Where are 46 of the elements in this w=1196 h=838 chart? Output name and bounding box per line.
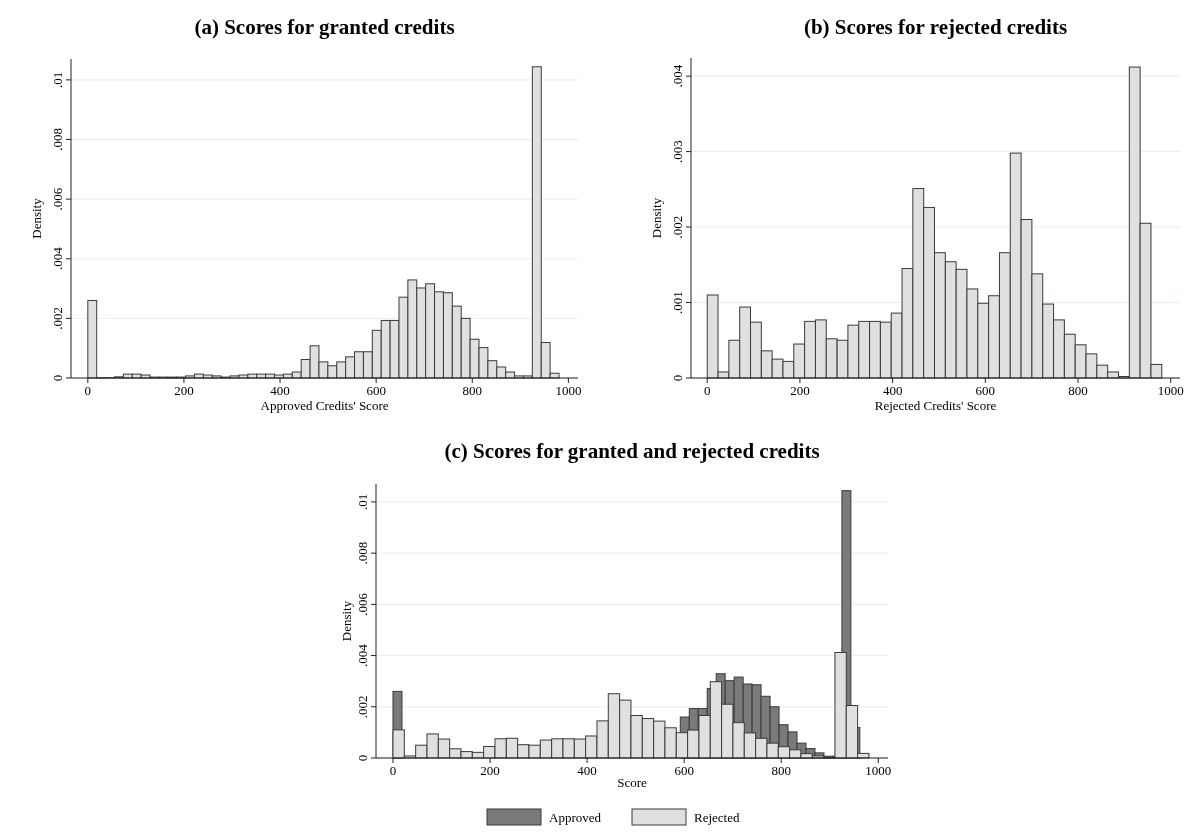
- x-axis-title: Approved Credits' Score: [260, 398, 389, 413]
- x-tick-label: 400: [882, 383, 903, 398]
- x-tick-label: 200: [790, 383, 810, 398]
- x-tick-label: 800: [1068, 383, 1088, 398]
- x-tick-label: 0: [84, 383, 92, 398]
- x-tick-label: 600: [366, 383, 386, 398]
- y-tick-label: .01: [50, 71, 65, 88]
- y-tick-label: .004: [355, 643, 370, 667]
- x-tick-label: 1000: [1157, 383, 1184, 398]
- y-axis-title: Density: [649, 197, 664, 239]
- x-tick-label: 0: [703, 383, 711, 398]
- x-tick-label: 1000: [865, 763, 892, 778]
- y-tick-label: .001: [670, 291, 685, 314]
- y-tick-label: 0: [670, 374, 685, 382]
- y-tick-label: .003: [670, 140, 685, 163]
- x-tick-label: 400: [270, 383, 290, 398]
- x-tick-label: 200: [480, 763, 500, 778]
- chart-title: (c) Scores for granted and rejected credits: [444, 439, 820, 463]
- x-tick-label: 600: [975, 383, 996, 398]
- y-tick-label: .01: [355, 493, 370, 511]
- x-tick-label: 0: [389, 763, 397, 778]
- y-tick-label: .002: [670, 215, 685, 239]
- y-tick-label: .004: [50, 246, 65, 271]
- x-axis-title: Score: [617, 775, 648, 790]
- y-tick-label: 0: [355, 754, 370, 762]
- x-tick-label: 1000: [555, 383, 582, 398]
- y-axis-title: Density: [339, 600, 354, 642]
- chart-title: (b) Scores for rejected credits: [803, 15, 1068, 39]
- y-tick-label: .006: [50, 187, 65, 211]
- legend-label: Approved: [549, 810, 602, 825]
- x-tick-label: 800: [771, 763, 791, 778]
- y-tick-label: .008: [50, 128, 65, 151]
- y-axis-title: Density: [29, 197, 44, 239]
- legend-label: Rejected: [694, 810, 740, 825]
- chart-title: (a) Scores for granted credits: [194, 15, 455, 39]
- y-tick-label: .008: [355, 541, 370, 565]
- x-tick-label: 800: [462, 383, 483, 398]
- y-tick-label: 0: [50, 374, 65, 382]
- x-tick-label: 400: [577, 763, 597, 778]
- y-tick-label: .002: [50, 307, 65, 330]
- y-tick-label: .004: [670, 64, 685, 88]
- y-tick-label: .006: [355, 592, 370, 616]
- x-axis-title: Rejected Credits' Score: [874, 398, 997, 413]
- y-tick-label: .002: [355, 695, 370, 719]
- x-tick-label: 200: [174, 383, 194, 398]
- x-tick-label: 600: [674, 763, 694, 778]
